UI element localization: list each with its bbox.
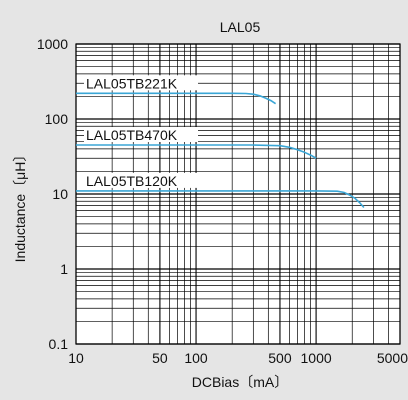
x-axis-label: DCBias〔mA〕 (192, 374, 288, 390)
series-lines (76, 92, 365, 209)
series-label-lal05tb221k: LAL05TB221K (86, 75, 178, 91)
chart-title: LAL05 (220, 19, 261, 35)
series-label-lal05tb120k: LAL05TB120K (86, 173, 178, 189)
y-tick-label: 1000 (37, 36, 68, 52)
x-tick-labels: 10 50 100 500 1000 5000 (68, 350, 408, 366)
y-tick-label: 100 (45, 111, 69, 127)
series-label-background (84, 127, 198, 143)
x-tick-label: 500 (268, 350, 292, 366)
series-label-background (84, 75, 198, 91)
plot-frame (75, 43, 401, 345)
series-line-lal05tb120k (76, 190, 365, 209)
y-axis-label: Inductance〔μH〕 (12, 148, 28, 263)
x-tick-label: 5000 (377, 350, 408, 366)
series-label-background (84, 172, 198, 188)
y-tick-label: 1 (60, 261, 68, 277)
x-tick-label: 10 (68, 350, 84, 366)
x-tick-label: 100 (184, 350, 208, 366)
y-tick-label: 10 (52, 186, 68, 202)
series-line-lal05tb470k (76, 144, 317, 159)
y-tick-labels: 1000 100 10 1 0.1 (37, 36, 68, 352)
y-tick-label: 0.1 (49, 336, 69, 352)
series-label-lal05tb470k: LAL05TB470K (86, 127, 178, 143)
x-tick-label: 1000 (301, 350, 332, 366)
series-line-lal05tb221k (76, 92, 277, 105)
x-tick-label: 50 (152, 350, 168, 366)
series-labels: LAL05TB221K LAL05TB470K LAL05TB120K (84, 75, 198, 189)
